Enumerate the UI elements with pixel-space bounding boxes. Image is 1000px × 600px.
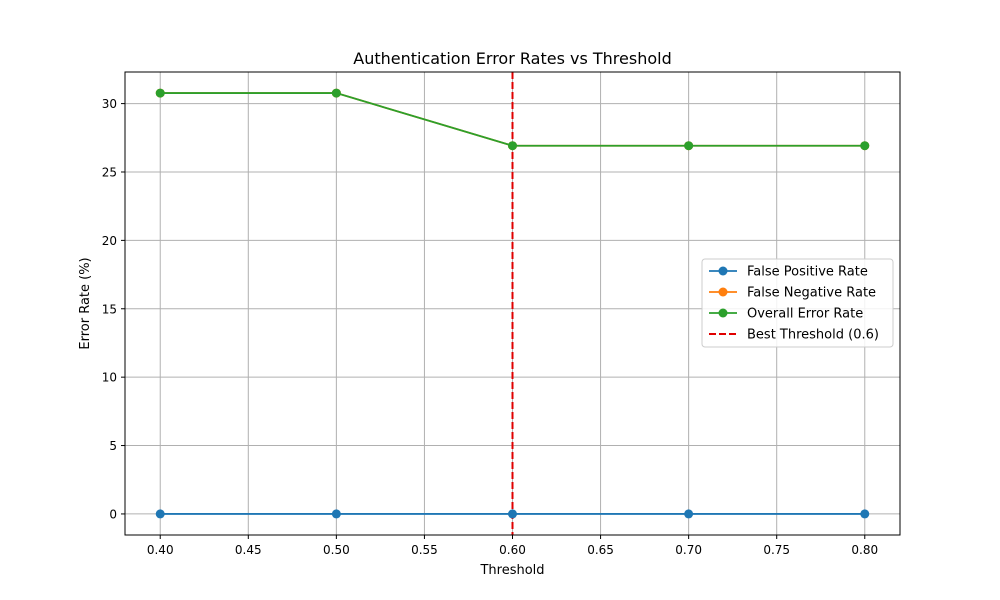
series-group <box>155 88 870 519</box>
legend-label: Overall Error Rate <box>747 307 863 322</box>
x-tick-label: 0.75 <box>763 543 790 557</box>
legend-marker <box>718 266 728 276</box>
data-point <box>860 141 870 151</box>
y-tick-label: 15 <box>102 302 117 316</box>
legend-marker <box>718 287 728 297</box>
legend-entry: Best Threshold (0.6) <box>709 328 879 343</box>
legend-label: False Positive Rate <box>747 265 868 280</box>
series-overall-error-rate <box>155 88 870 151</box>
y-tick-label: 5 <box>109 439 117 453</box>
x-tick-label: 0.80 <box>851 543 878 557</box>
data-point <box>684 509 694 519</box>
legend-marker <box>718 308 728 318</box>
legend: False Positive Rate False Negative Rate Ov… <box>701 258 894 348</box>
data-point <box>155 509 165 519</box>
x-tick-label: 0.45 <box>235 543 262 557</box>
data-point <box>331 509 341 519</box>
data-point <box>508 509 517 519</box>
y-tick-label: 30 <box>102 97 117 111</box>
y-axis: 0 5 10 15 20 25 30 <box>102 97 125 521</box>
y-tick-label: 20 <box>102 234 117 248</box>
legend-entry: Overall Error Rate <box>709 307 863 322</box>
legend-label: Best Threshold (0.6) <box>747 328 879 343</box>
x-tick-label: 0.65 <box>587 543 614 557</box>
x-tick-label: 0.60 <box>499 543 526 557</box>
x-tick-label: 0.55 <box>411 543 438 557</box>
legend-box <box>701 258 894 348</box>
x-tick-label: 0.70 <box>675 543 702 557</box>
legend-label: False Negative Rate <box>747 286 876 301</box>
x-axis-label: Threshold <box>479 563 544 578</box>
data-point <box>860 509 870 519</box>
series-false-positive-rate <box>155 509 870 519</box>
y-axis-label: Error Rate (%) <box>78 257 93 349</box>
x-tick-label: 0.50 <box>323 543 350 557</box>
data-point <box>508 141 517 151</box>
y-tick-label: 25 <box>102 165 117 179</box>
y-tick-label: 0 <box>109 507 117 521</box>
data-point <box>155 88 165 98</box>
y-tick-label: 10 <box>102 371 117 385</box>
x-axis: 0.40 0.45 0.50 0.55 0.60 0.65 0.70 0.75 0.80 <box>147 535 878 557</box>
chart-title: Authentication Error Rates vs Threshold <box>353 49 671 68</box>
legend-entry: False Negative Rate <box>709 286 876 301</box>
data-point <box>684 141 694 151</box>
x-tick-label: 0.40 <box>147 543 174 557</box>
legend-entry: False Positive Rate <box>709 265 868 280</box>
data-point <box>331 88 341 98</box>
